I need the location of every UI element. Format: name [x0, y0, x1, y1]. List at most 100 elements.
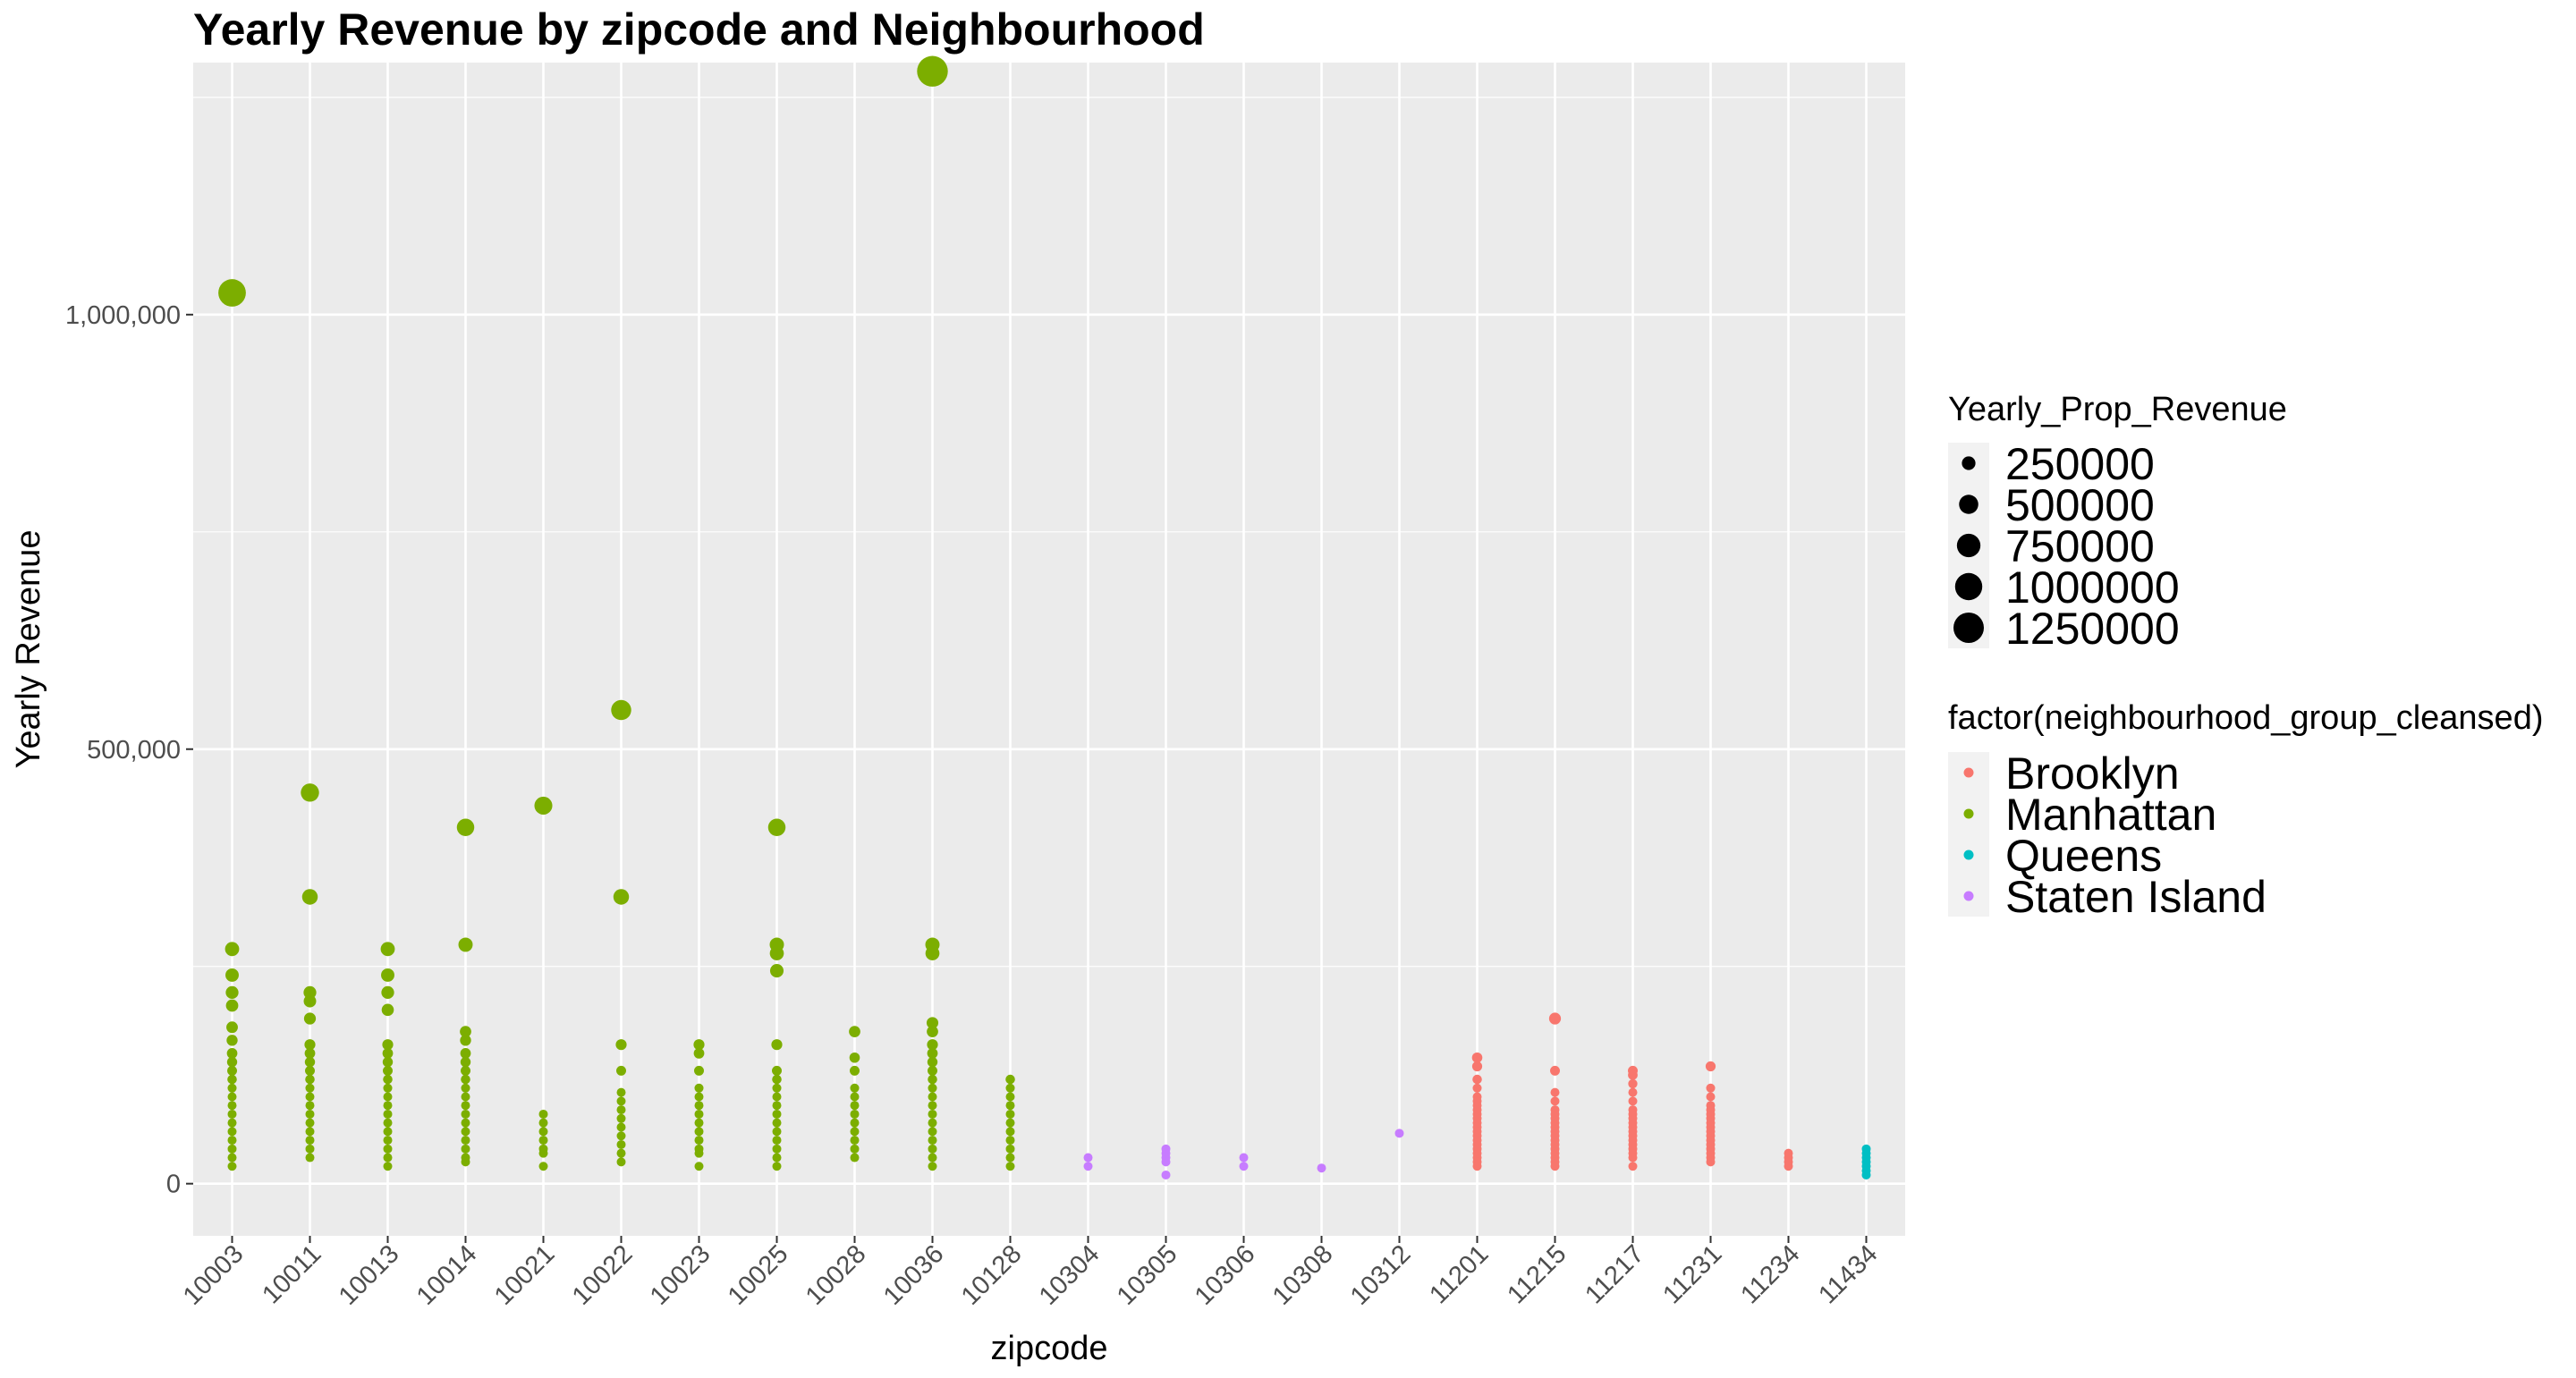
data-point	[227, 1083, 237, 1093]
data-point	[694, 1127, 704, 1137]
data-point	[616, 1113, 626, 1123]
data-point	[1784, 1162, 1793, 1171]
data-point	[227, 1136, 237, 1146]
data-point	[850, 1092, 860, 1102]
x-tick-label: 10025	[723, 1239, 794, 1311]
data-point	[1239, 1162, 1249, 1171]
size-legend-dot	[1956, 533, 1981, 558]
data-point	[538, 1109, 548, 1119]
data-point	[461, 1136, 470, 1146]
data-point	[769, 964, 784, 978]
data-point	[227, 1153, 237, 1162]
x-tick-label: 10028	[801, 1239, 872, 1311]
data-point	[1005, 1136, 1015, 1146]
data-point	[772, 1136, 782, 1146]
data-point	[456, 818, 475, 836]
data-point	[694, 1162, 704, 1171]
data-point	[928, 1083, 937, 1093]
data-point	[694, 1118, 704, 1128]
color-legend-dot	[1963, 808, 1974, 819]
color-legend-label: Manhattan	[2005, 790, 2216, 840]
data-point	[928, 1162, 937, 1171]
x-tick-label: 10023	[645, 1239, 716, 1311]
data-point	[613, 889, 630, 905]
data-point	[693, 1048, 705, 1059]
data-point	[301, 889, 318, 905]
data-point	[694, 1148, 704, 1158]
data-point	[1005, 1127, 1015, 1137]
data-point	[616, 1087, 626, 1097]
size-legend-label: 250000	[2005, 439, 2155, 489]
data-point	[225, 942, 240, 957]
data-point	[1472, 1162, 1482, 1171]
data-point	[225, 999, 239, 1012]
data-point	[1706, 1092, 1716, 1102]
data-point	[1628, 1096, 1638, 1106]
data-point	[769, 946, 784, 960]
x-tick-label: 11434	[1813, 1239, 1883, 1309]
data-point	[694, 1136, 704, 1146]
data-point	[1083, 1162, 1093, 1171]
data-point	[538, 1127, 548, 1137]
data-point	[928, 1092, 937, 1102]
data-point	[227, 1127, 237, 1137]
color-legend-dot	[1963, 850, 1974, 860]
data-point	[1005, 1109, 1015, 1119]
size-legend-label: 500000	[2005, 480, 2155, 530]
data-point	[694, 1092, 704, 1102]
data-point	[849, 1026, 860, 1037]
chart-title: Yearly Revenue by zipcode and Neighbourh…	[193, 4, 1205, 55]
data-point	[1317, 1163, 1326, 1173]
data-point	[1005, 1153, 1015, 1162]
data-point	[928, 1065, 937, 1076]
data-point	[460, 1035, 471, 1046]
color-legend-dot	[1963, 891, 1974, 901]
data-point	[616, 1122, 626, 1132]
data-point	[305, 1144, 315, 1154]
data-point	[1005, 1162, 1015, 1171]
data-point	[1472, 1083, 1482, 1093]
data-point	[304, 1039, 316, 1051]
data-point	[694, 1101, 704, 1111]
data-point	[1706, 1083, 1716, 1093]
size-legend-dot	[1962, 456, 1976, 470]
data-point	[850, 1127, 860, 1137]
data-point	[1394, 1129, 1404, 1138]
data-point	[1548, 1012, 1562, 1025]
data-point	[1471, 1052, 1483, 1063]
size-legend-title: Yearly_Prop_Revenue	[1948, 391, 2287, 428]
data-point	[1628, 1162, 1638, 1171]
x-tick-label: 10022	[567, 1239, 639, 1311]
data-point	[928, 1144, 937, 1154]
data-point	[927, 1026, 938, 1037]
data-point	[381, 968, 394, 982]
size-legend-label: 1250000	[2005, 604, 2180, 654]
data-point	[917, 55, 948, 87]
data-point	[1005, 1092, 1015, 1102]
data-point	[772, 1101, 782, 1111]
data-point	[383, 1101, 393, 1111]
data-point	[227, 1065, 237, 1076]
data-point	[380, 942, 395, 957]
data-point	[461, 1127, 470, 1137]
y-axis-title: Yearly Revenue	[10, 530, 47, 769]
data-point	[305, 1083, 315, 1093]
x-tick-label: 10306	[1190, 1239, 1261, 1311]
data-point	[301, 783, 319, 802]
data-point	[928, 1136, 937, 1146]
data-point	[218, 279, 246, 307]
data-point	[382, 1039, 394, 1051]
data-point	[383, 1083, 393, 1093]
data-point	[305, 1101, 315, 1111]
plot-panel	[193, 63, 1905, 1236]
data-point	[1705, 1061, 1716, 1072]
data-point	[305, 1109, 315, 1119]
data-point	[1472, 1074, 1482, 1085]
x-tick-label: 11234	[1735, 1239, 1805, 1309]
data-point	[303, 985, 317, 1000]
data-point	[226, 1035, 238, 1046]
data-point	[305, 1136, 315, 1146]
data-point	[694, 1083, 704, 1093]
data-point	[304, 1056, 316, 1068]
data-point	[693, 1039, 705, 1051]
